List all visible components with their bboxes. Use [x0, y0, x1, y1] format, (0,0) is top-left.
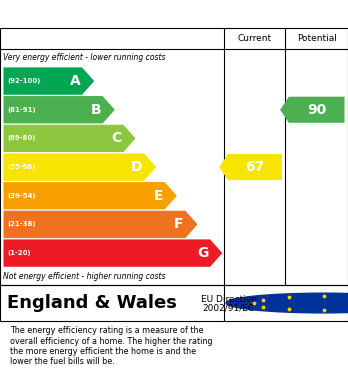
Text: (92-100): (92-100)	[7, 78, 40, 84]
Circle shape	[226, 293, 348, 313]
Text: Potential: Potential	[297, 34, 337, 43]
Text: EU Directive: EU Directive	[201, 295, 257, 304]
Text: England & Wales: England & Wales	[7, 294, 177, 312]
Text: (81-91): (81-91)	[7, 107, 35, 113]
Text: 2002/91/EC: 2002/91/EC	[203, 304, 255, 313]
Polygon shape	[3, 125, 135, 152]
Text: (1-20): (1-20)	[7, 250, 31, 256]
Text: E: E	[153, 189, 163, 203]
Polygon shape	[3, 67, 94, 95]
Polygon shape	[3, 182, 177, 210]
Polygon shape	[3, 211, 198, 238]
Text: D: D	[131, 160, 142, 174]
Text: Current: Current	[238, 34, 272, 43]
Text: C: C	[111, 131, 121, 145]
Text: F: F	[174, 217, 184, 231]
Text: B: B	[90, 103, 101, 117]
Polygon shape	[280, 97, 345, 123]
Text: 90: 90	[307, 103, 326, 117]
Polygon shape	[3, 239, 222, 267]
Polygon shape	[219, 154, 282, 180]
Text: G: G	[197, 246, 208, 260]
Text: Not energy efficient - higher running costs: Not energy efficient - higher running co…	[3, 272, 166, 281]
Text: The energy efficiency rating is a measure of the
overall efficiency of a home. T: The energy efficiency rating is a measur…	[10, 326, 213, 366]
Text: (21-38): (21-38)	[7, 221, 35, 228]
Polygon shape	[3, 96, 115, 124]
Text: Energy Efficiency Rating: Energy Efficiency Rating	[59, 5, 289, 23]
Text: (55-68): (55-68)	[7, 164, 35, 170]
Text: A: A	[70, 74, 80, 88]
Text: Very energy efficient - lower running costs: Very energy efficient - lower running co…	[3, 53, 166, 62]
Polygon shape	[3, 153, 156, 181]
Text: (69-80): (69-80)	[7, 135, 35, 142]
Text: (39-54): (39-54)	[7, 193, 35, 199]
Text: 67: 67	[245, 160, 264, 174]
